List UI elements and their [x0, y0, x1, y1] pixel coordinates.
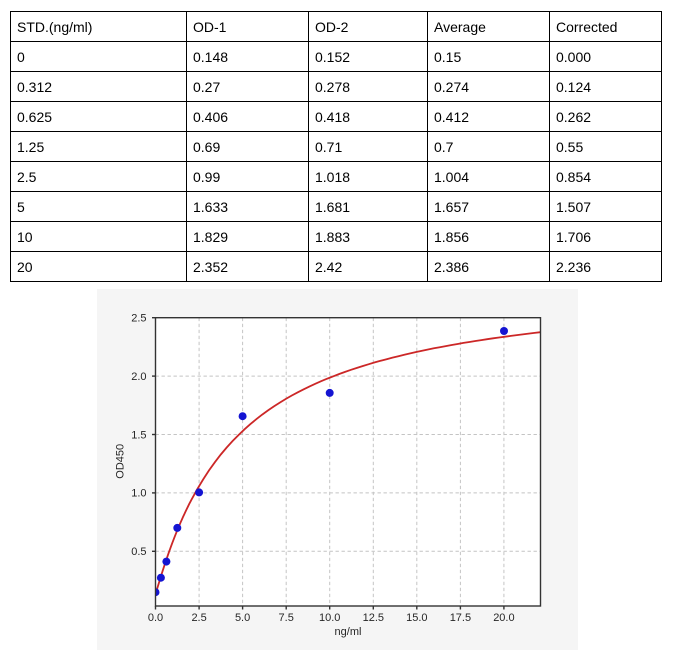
svg-text:OD450: OD450 [115, 444, 127, 479]
svg-text:17.5: 17.5 [450, 612, 471, 624]
svg-text:2.5: 2.5 [131, 313, 146, 325]
svg-text:1.5: 1.5 [131, 429, 146, 441]
svg-text:1.0: 1.0 [131, 488, 146, 500]
svg-text:2.0: 2.0 [131, 371, 146, 383]
svg-text:0.0: 0.0 [148, 612, 163, 624]
svg-text:12.5: 12.5 [363, 612, 384, 624]
svg-text:10.0: 10.0 [319, 612, 340, 624]
svg-text:15.0: 15.0 [406, 612, 427, 624]
svg-text:5.0: 5.0 [235, 612, 250, 624]
svg-text:2.5: 2.5 [191, 612, 206, 624]
svg-text:0.5: 0.5 [131, 546, 146, 558]
svg-text:ng/ml: ng/ml [335, 626, 362, 638]
svg-text:7.5: 7.5 [279, 612, 294, 624]
svg-text:20.0: 20.0 [493, 612, 514, 624]
